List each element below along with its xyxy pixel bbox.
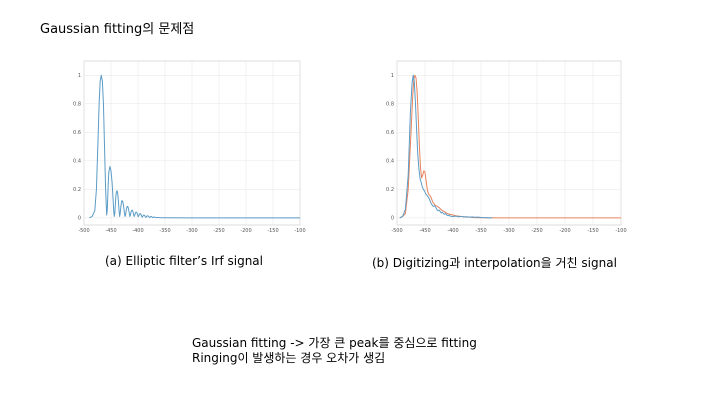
chart-a-x-tick-label: -200 xyxy=(240,228,251,234)
chart-b-x-tick-label: -100 xyxy=(615,228,626,234)
chart-a-x-tick-label: -100 xyxy=(294,228,305,234)
chart-b-y-tick-label: 0.4 xyxy=(386,159,394,165)
chart-a-y-tick-label: 1 xyxy=(78,73,81,79)
chart-a: -500 -450 -400 -350 -300 -250 -200 -150 -100 0 0.2… xyxy=(73,60,306,234)
chart-b-x-tick-label: -400 xyxy=(447,228,458,234)
chart-b-y-tick-label: 0.8 xyxy=(386,101,394,107)
chart-a-x-tick-label: -400 xyxy=(132,228,143,234)
chart-b-series-line-1 xyxy=(399,74,493,219)
chart-b-y-tick-label: 0 xyxy=(391,216,394,222)
chart-a-x-tick-label: -300 xyxy=(186,228,197,234)
chart-b-y-tick-label: 0.6 xyxy=(386,130,394,136)
chart-a-y-tick-label: 0.2 xyxy=(73,187,81,193)
chart-b-y-tick-label: 1 xyxy=(391,73,394,79)
chart-a-x-tick-label: -250 xyxy=(213,228,224,234)
chart-b-x-tick-label: -250 xyxy=(531,228,542,234)
chart-b-x-tick-label: -450 xyxy=(419,228,430,234)
note-line-2: Ringing이 발생하는 경우 오차가 생김 xyxy=(192,351,386,365)
chart-a-series-line-0 xyxy=(89,74,300,219)
chart-a-y-tick-label: 0 xyxy=(78,216,81,222)
chart-b-x-tick-label: -150 xyxy=(587,228,598,234)
chart-b: -500 -450 -400 -350 -300 -250 -200 -150 -100 0 0.2… xyxy=(386,60,627,234)
chart-b-x-tick-label: -350 xyxy=(475,228,486,234)
caption-a: (a) Elliptic filter’s Irf signal xyxy=(105,254,263,268)
chart-b-x-tick-label: -200 xyxy=(559,228,570,234)
chart-a-x-tick-label: -500 xyxy=(78,228,89,234)
chart-a-x-tick-label: -350 xyxy=(159,228,170,234)
chart-a-x-tick-label: -150 xyxy=(267,228,278,234)
chart-a-y-tick-label: 0.4 xyxy=(73,159,81,165)
chart-a-y-tick-label: 0.8 xyxy=(73,101,81,107)
chart-a-x-tick-label: -450 xyxy=(105,228,116,234)
caption-b: (b) Digitizing과 interpolation을 거친 signal xyxy=(372,256,617,270)
chart-a-y-tick-label: 0.6 xyxy=(73,130,81,136)
slide-title: Gaussian fitting의 문제점 xyxy=(40,22,195,37)
chart-b-y-tick-label: 0.2 xyxy=(386,187,394,193)
chart-b-x-tick-label: -500 xyxy=(391,228,402,234)
note-line-1: Gaussian fitting -> 가장 큰 peak를 중심으로 fitt… xyxy=(192,336,477,350)
chart-b-x-tick-label: -300 xyxy=(503,228,514,234)
